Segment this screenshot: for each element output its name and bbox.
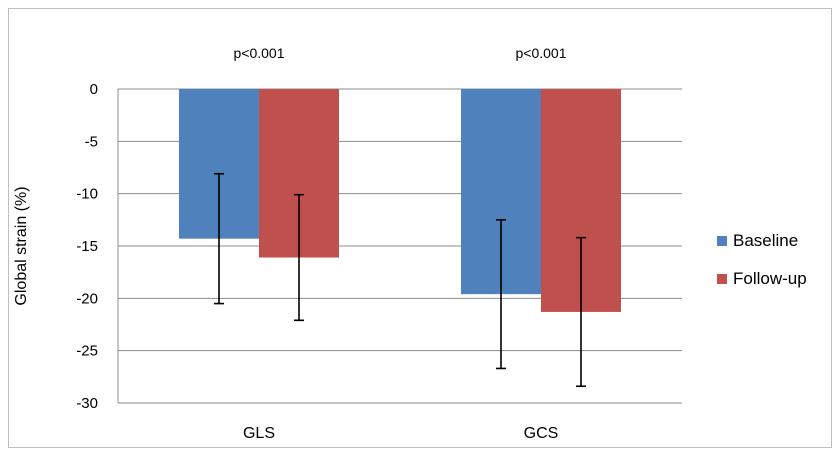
p-value-annotation: p<0.001 [516,45,567,61]
y-tick-label: -25 [76,343,98,360]
y-tick-label: -30 [76,395,98,412]
p-value-annotation: p<0.001 [234,45,285,61]
legend-swatch [717,274,727,284]
x-tick-label: GCS [524,425,559,442]
y-tick-label: 0 [90,81,98,98]
legend-swatch [717,236,727,246]
x-tick-label: GLS [243,425,275,442]
chart-frame [8,8,832,448]
y-tick-label: -10 [76,186,98,203]
y-tick-label: -15 [76,238,98,255]
y-tick-label: -20 [76,290,98,307]
y-axis-label: Global strain (%) [13,186,30,305]
legend-label: Baseline [733,231,798,250]
legend-label: Follow-up [733,269,807,288]
y-tick-label: -5 [85,133,98,150]
